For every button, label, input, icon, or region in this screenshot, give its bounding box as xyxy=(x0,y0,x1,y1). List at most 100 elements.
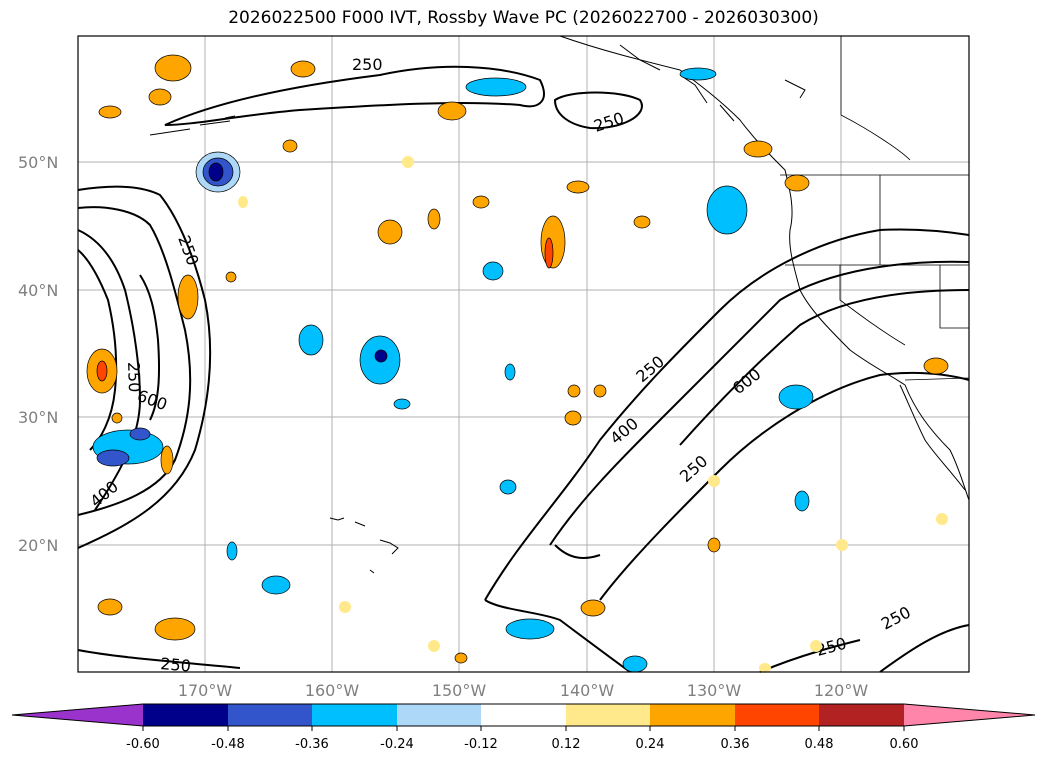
colorbar-bin xyxy=(397,704,481,726)
lon-label: 130°W xyxy=(687,681,742,700)
positive-patch xyxy=(472,195,490,209)
positive-patch xyxy=(238,196,248,208)
negative-patch xyxy=(778,384,814,410)
positive-patch xyxy=(225,271,237,283)
positive-patch xyxy=(96,360,108,382)
latitude-labels: 50°N 40°N 30°N 20°N xyxy=(18,153,58,555)
negative-patch xyxy=(298,324,324,356)
contour-label: 250 xyxy=(160,654,192,676)
positive-patch xyxy=(743,140,773,158)
positive-patch xyxy=(540,215,566,269)
lon-label: 170°W xyxy=(178,681,233,700)
colorbar-tick: -0.36 xyxy=(295,737,329,752)
colorbar-bin xyxy=(566,704,650,726)
positive-patch xyxy=(580,599,606,617)
positive-patch xyxy=(707,537,721,553)
positive-patch xyxy=(923,357,949,375)
colorbar-tick: 0.24 xyxy=(636,737,665,752)
positive-patch xyxy=(544,237,554,269)
negative-patch xyxy=(96,449,130,467)
positive-patch xyxy=(339,601,351,613)
positive-patch xyxy=(836,539,848,551)
negative-patch xyxy=(505,618,555,640)
colorbar-tick: 0.12 xyxy=(552,737,581,752)
positive-patch xyxy=(633,215,651,229)
positive-patch xyxy=(566,180,590,194)
lon-label: 140°W xyxy=(560,681,615,700)
positive-patch xyxy=(810,640,822,652)
lon-label: 120°W xyxy=(814,681,869,700)
lat-label: 50°N xyxy=(18,153,58,172)
positive-patch xyxy=(759,663,771,673)
colorbar-tick: -0.48 xyxy=(211,737,245,752)
positive-patch xyxy=(454,652,468,664)
positive-patch xyxy=(148,88,172,106)
gridlines xyxy=(78,36,969,672)
negative-patch xyxy=(499,479,517,495)
negative-patch xyxy=(465,77,527,97)
positive-patch xyxy=(282,139,298,153)
colorbar-under-arrow xyxy=(12,704,143,726)
colorbar-tick: -0.24 xyxy=(380,737,414,752)
borders xyxy=(780,36,970,381)
lat-label: 40°N xyxy=(18,281,58,300)
negative-patch xyxy=(706,185,748,235)
positive-patch xyxy=(160,445,174,475)
lon-label: 160°W xyxy=(305,681,360,700)
negative-patch xyxy=(129,427,151,441)
positive-patch xyxy=(97,598,123,616)
colorbar-bin xyxy=(228,704,312,726)
positive-patch xyxy=(427,208,441,230)
longitude-labels: 170°W 160°W 150°W 140°W 130°W 120°W xyxy=(178,681,869,700)
lat-label: 20°N xyxy=(18,536,58,555)
positive-patch xyxy=(177,274,199,320)
map-frame xyxy=(77,35,970,673)
negative-patch xyxy=(679,67,717,81)
map-background xyxy=(78,36,969,672)
colorbar: -0.60 -0.48 -0.36 -0.24 -0.12 0.12 0.24 … xyxy=(11,703,1036,752)
positive-patch xyxy=(290,60,316,78)
colorbar-tick: -0.60 xyxy=(126,737,160,752)
positive-patch xyxy=(111,412,123,424)
positive-patch xyxy=(402,156,414,168)
colorbar-bin xyxy=(650,704,735,726)
positive-patch xyxy=(708,475,720,487)
positive-patch xyxy=(593,384,607,398)
anomaly-patches xyxy=(86,54,949,673)
positive-patch xyxy=(377,219,403,245)
colorbar-bin xyxy=(481,704,566,726)
negative-patch xyxy=(226,541,238,561)
positive-patch xyxy=(154,617,196,641)
colorbar-tick: 0.60 xyxy=(890,737,919,752)
contour-label: 250 xyxy=(352,55,383,74)
positive-patch xyxy=(154,54,192,82)
contour-label: 250 xyxy=(124,361,144,392)
lat-label: 30°N xyxy=(18,408,58,427)
positive-patch xyxy=(98,105,122,119)
colorbar-tick: 0.36 xyxy=(721,737,750,752)
colorbar-bin xyxy=(143,704,228,726)
colorbar-bin xyxy=(819,704,904,726)
negative-patch xyxy=(393,398,411,410)
lon-label: 150°W xyxy=(432,681,487,700)
colorbar-tick: -0.12 xyxy=(464,737,498,752)
negative-patch xyxy=(794,490,810,512)
positive-patch xyxy=(567,384,581,398)
negative-patch xyxy=(504,363,516,381)
negative-patch xyxy=(374,349,388,363)
colorbar-bin xyxy=(312,704,397,726)
negative-patch xyxy=(482,261,504,281)
negative-patch xyxy=(208,162,224,182)
positive-patch xyxy=(428,640,440,652)
positive-patch xyxy=(936,513,948,525)
ivt-contours xyxy=(77,65,970,673)
colorbar-tick: 0.48 xyxy=(805,737,834,752)
map-title: 2026022500 F000 IVT, Rossby Wave PC (202… xyxy=(228,8,819,28)
positive-patch xyxy=(564,410,582,426)
colorbar-bin xyxy=(735,704,819,726)
positive-patch xyxy=(784,174,810,192)
positive-patch xyxy=(437,101,467,121)
colorbar-over-arrow xyxy=(904,704,1035,726)
negative-patch xyxy=(261,575,291,595)
